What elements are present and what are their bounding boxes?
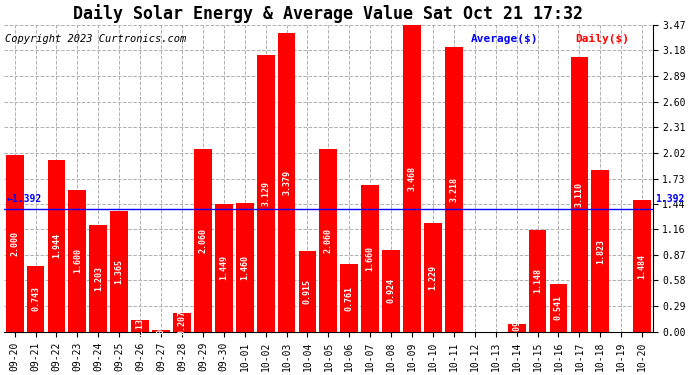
Text: 3.110: 3.110 [575, 182, 584, 207]
Bar [340, 264, 358, 332]
Text: 0.541: 0.541 [554, 295, 563, 320]
Bar [571, 57, 589, 332]
Text: 1.203: 1.203 [94, 266, 103, 291]
Text: 1.484: 1.484 [638, 254, 647, 279]
Text: 0.924: 0.924 [386, 278, 395, 303]
Text: 1.392: 1.392 [656, 194, 684, 204]
Bar [382, 250, 400, 332]
Bar [48, 160, 66, 332]
Text: 3.468: 3.468 [408, 166, 417, 191]
Text: 1.449: 1.449 [219, 255, 228, 280]
Bar [277, 33, 295, 332]
Text: 1.229: 1.229 [428, 265, 437, 290]
Bar [299, 251, 316, 332]
Bar [591, 170, 609, 332]
Text: 3.218: 3.218 [449, 177, 458, 202]
Bar [319, 150, 337, 332]
Text: 3.379: 3.379 [282, 170, 291, 195]
Text: 1.823: 1.823 [596, 238, 605, 264]
Text: 3.129: 3.129 [261, 181, 270, 206]
Bar [6, 155, 23, 332]
Bar [550, 284, 567, 332]
Text: 1.944: 1.944 [52, 233, 61, 258]
Title: Daily Solar Energy & Average Value Sat Oct 21 17:32: Daily Solar Energy & Average Value Sat O… [73, 4, 583, 23]
Bar [68, 190, 86, 332]
Bar [152, 330, 170, 332]
Bar [173, 314, 191, 332]
Bar [215, 204, 233, 332]
Text: 2.000: 2.000 [10, 231, 19, 256]
Bar [424, 223, 442, 332]
Text: 1.600: 1.600 [73, 249, 82, 273]
Bar [90, 225, 107, 332]
Text: 0.743: 0.743 [31, 286, 40, 311]
Text: 1.660: 1.660 [366, 246, 375, 271]
Text: 1.365: 1.365 [115, 259, 124, 284]
Bar [194, 150, 212, 332]
Text: Average($): Average($) [471, 34, 539, 44]
Bar [362, 185, 379, 332]
Text: 2.060: 2.060 [324, 228, 333, 253]
Bar [633, 200, 651, 332]
Text: 0.025: 0.025 [157, 318, 166, 343]
Text: 0.207: 0.207 [177, 310, 186, 335]
Text: ←1.392: ←1.392 [7, 194, 42, 204]
Bar [236, 202, 254, 332]
Text: Copyright 2023 Curtronics.com: Copyright 2023 Curtronics.com [6, 34, 187, 44]
Text: 0.915: 0.915 [303, 279, 312, 304]
Text: 2.060: 2.060 [199, 228, 208, 253]
Bar [257, 55, 275, 332]
Bar [508, 324, 526, 332]
Bar [445, 47, 463, 332]
Text: 1.148: 1.148 [533, 268, 542, 294]
Bar [110, 211, 128, 332]
Bar [529, 230, 546, 332]
Bar [27, 266, 44, 332]
Text: 0.761: 0.761 [345, 286, 354, 310]
Text: 0.092: 0.092 [512, 315, 521, 340]
Text: 1.460: 1.460 [240, 255, 249, 280]
Bar [131, 320, 149, 332]
Text: Daily($): Daily($) [575, 34, 629, 44]
Text: 0.131: 0.131 [136, 314, 145, 339]
Bar [403, 25, 421, 332]
